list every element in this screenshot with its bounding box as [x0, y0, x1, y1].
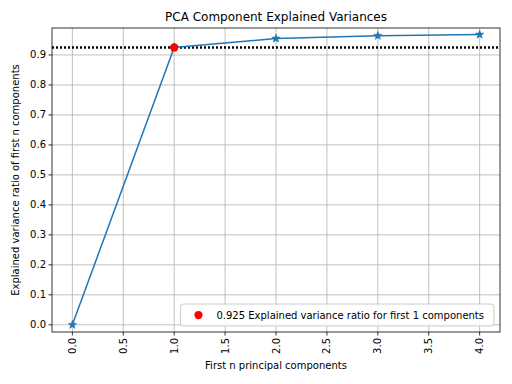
x-axis-label: First n principal components [205, 360, 347, 371]
data-point [170, 43, 179, 51]
x-tick [225, 332, 226, 336]
x-grid-line [123, 28, 124, 332]
x-tick-label: 0.0 [67, 338, 78, 354]
y-tick [49, 264, 53, 265]
title: PCA Component Explained Variances [165, 10, 387, 24]
x-grid-line [428, 28, 429, 332]
reference-line [52, 46, 500, 49]
y-tick-label: 0.9 [30, 49, 46, 60]
y-tick-label: 0.5 [30, 169, 46, 180]
x-tick [276, 332, 277, 336]
series-line [72, 35, 479, 325]
x-grid-line [326, 28, 327, 332]
legend: 0.925 Explained variance ratio for first… [180, 304, 494, 326]
y-tick [49, 294, 53, 295]
legend-label: 0.925 Explained variance ratio for first… [216, 310, 484, 321]
y-tick [49, 204, 53, 205]
x-tick-label: 2.5 [321, 338, 332, 354]
y-tick-label: 0.0 [30, 319, 46, 330]
y-tick-label: 0.6 [30, 139, 46, 150]
plot-frame [52, 28, 500, 332]
x-tick [72, 332, 73, 336]
y-tick [49, 114, 53, 115]
y-axis-label: Explained variance ratio of first n comp… [10, 64, 21, 296]
x-tick-label: 3.5 [423, 338, 434, 354]
y-tick-label: 0.8 [30, 79, 46, 90]
y-tick-label: 0.3 [30, 229, 46, 240]
y-tick [49, 144, 53, 145]
y-tick [49, 174, 53, 175]
y-grid-line [52, 174, 500, 175]
y-tick [49, 54, 53, 55]
y-grid-line [52, 204, 500, 205]
y-tick-label: 0.7 [30, 109, 46, 120]
x-tick [377, 332, 378, 336]
x-tick [174, 332, 175, 336]
x-grid-line [377, 28, 378, 332]
y-tick [49, 324, 53, 325]
y-grid-line [52, 264, 500, 265]
x-grid-line [276, 28, 277, 332]
plot-data [52, 30, 500, 328]
x-tick [123, 332, 124, 336]
data-point [374, 31, 383, 39]
x-grid-line [174, 28, 175, 332]
y-grid-line [52, 144, 500, 145]
x-grid-line [479, 28, 480, 332]
data-point [170, 43, 178, 51]
legend-box [180, 304, 494, 326]
x-tick-label: 0.5 [118, 338, 129, 354]
y-tick [49, 84, 53, 85]
legend-marker [194, 311, 202, 319]
background [0, 0, 512, 384]
x-tick-label: 2.0 [271, 338, 282, 354]
y-tick-label: 0.2 [30, 259, 46, 270]
data-point [475, 30, 484, 38]
y-grid-line [52, 54, 500, 55]
y-grid-line [52, 294, 500, 295]
y-grid-line [52, 114, 500, 115]
data-point [68, 320, 77, 328]
grid [52, 28, 500, 332]
x-tick [428, 332, 429, 336]
x-tick-label: 1.0 [169, 338, 180, 354]
x-tick-label: 1.5 [220, 338, 231, 354]
y-grid-line [52, 84, 500, 85]
chart: PCA Component Explained Variances 0.0 0.5 1… [0, 0, 512, 384]
x-grid-line [225, 28, 226, 332]
x-tick-label: 4.0 [474, 338, 485, 354]
x-grid-line [72, 28, 73, 332]
y-grid-line [52, 234, 500, 235]
y-tick [49, 234, 53, 235]
y-tick-label: 0.4 [30, 199, 46, 210]
x-tick-label: 3.0 [372, 338, 383, 354]
y-tick-label: 0.1 [30, 289, 46, 300]
x-tick [479, 332, 480, 336]
data-point [272, 34, 281, 42]
x-tick [326, 332, 327, 336]
